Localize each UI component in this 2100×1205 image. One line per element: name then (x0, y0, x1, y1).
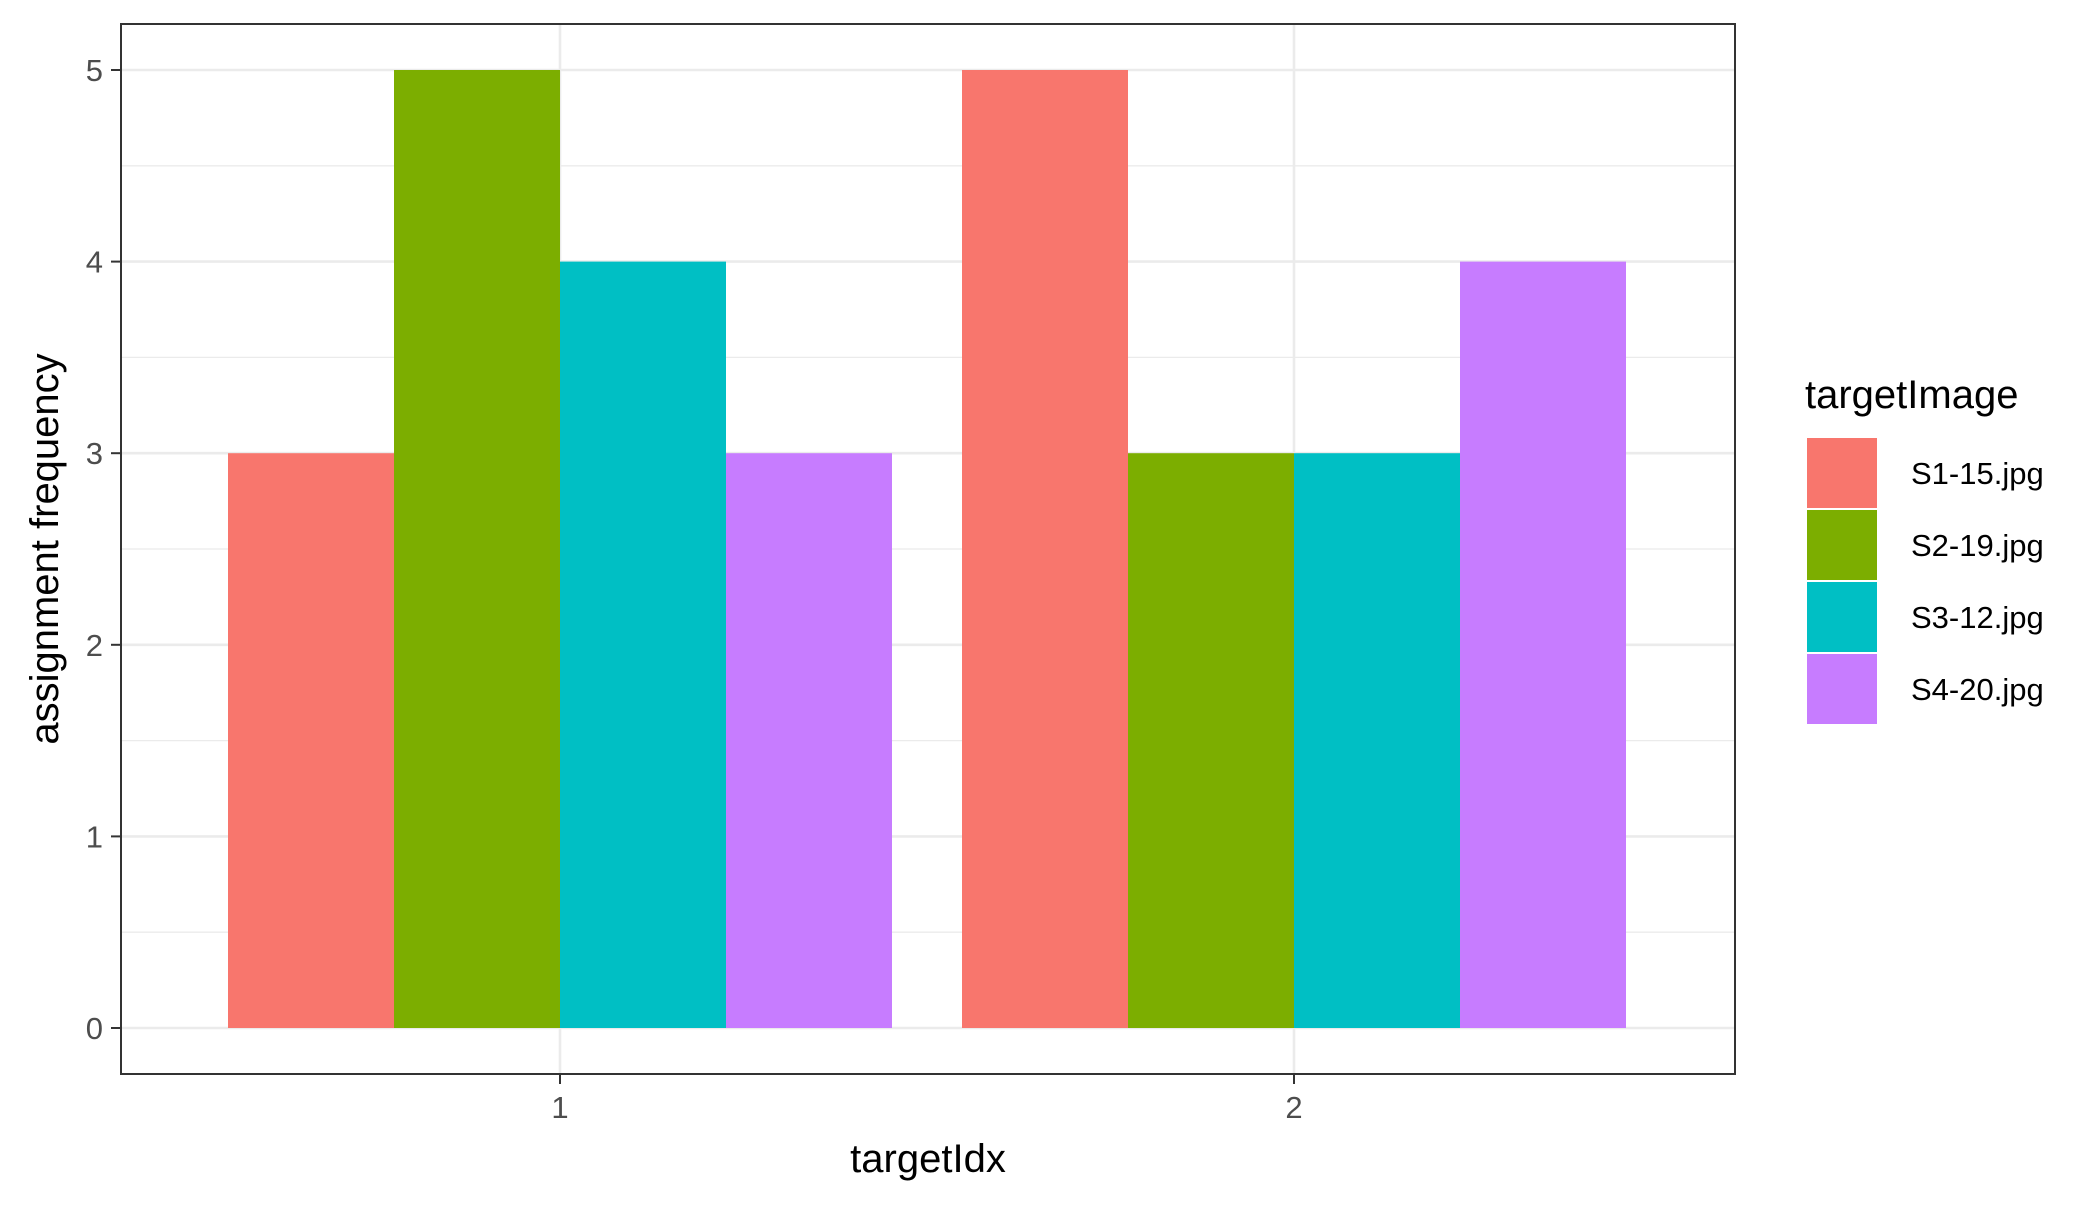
legend-title: targetImage (1805, 373, 2018, 417)
panel-border (120, 23, 1736, 1075)
bar-s2-19-jpg-cat-2 (1128, 453, 1294, 1028)
legend: targetImage S1-15.jpg S2-19.jpg S3-12.jpg S… (1805, 373, 2044, 724)
y-tick-label: 1 (86, 819, 103, 854)
legend-key (1807, 438, 1877, 508)
x-tick-label: 2 (1285, 1090, 1302, 1125)
y-tick-label: 5 (86, 53, 103, 88)
bar-s2-19-jpg-cat-1 (394, 70, 560, 1028)
bar-s1-15-jpg-cat-1 (228, 453, 394, 1028)
legend-label: S3-12.jpg (1911, 600, 2044, 635)
y-axis-title: assignment frequency (23, 353, 67, 744)
bar-s3-12-jpg-cat-2 (1294, 453, 1460, 1028)
legend-key (1807, 510, 1877, 580)
legend-label: S2-19.jpg (1911, 528, 2044, 563)
y-tick-label: 3 (86, 436, 103, 471)
bar-s3-12-jpg-cat-1 (560, 261, 726, 1029)
bar-s4-20-jpg-cat-2 (1460, 261, 1626, 1029)
x-tick-label: 1 (551, 1090, 568, 1125)
y-tick-label: 0 (86, 1011, 103, 1046)
y-axis: 0 1 2 3 4 5 (86, 53, 121, 1046)
bar-s4-20-jpg-cat-1 (726, 453, 892, 1028)
x-axis-title: targetIdx (850, 1137, 1006, 1181)
bars (228, 70, 1626, 1029)
bar-s1-15-jpg-cat-2 (962, 70, 1128, 1028)
legend-label: S4-20.jpg (1911, 672, 2044, 707)
legend-key (1807, 582, 1877, 652)
y-tick-label: 2 (86, 628, 103, 663)
y-tick-label: 4 (86, 245, 103, 280)
legend-label: S1-15.jpg (1911, 456, 2044, 491)
legend-key (1807, 654, 1877, 724)
